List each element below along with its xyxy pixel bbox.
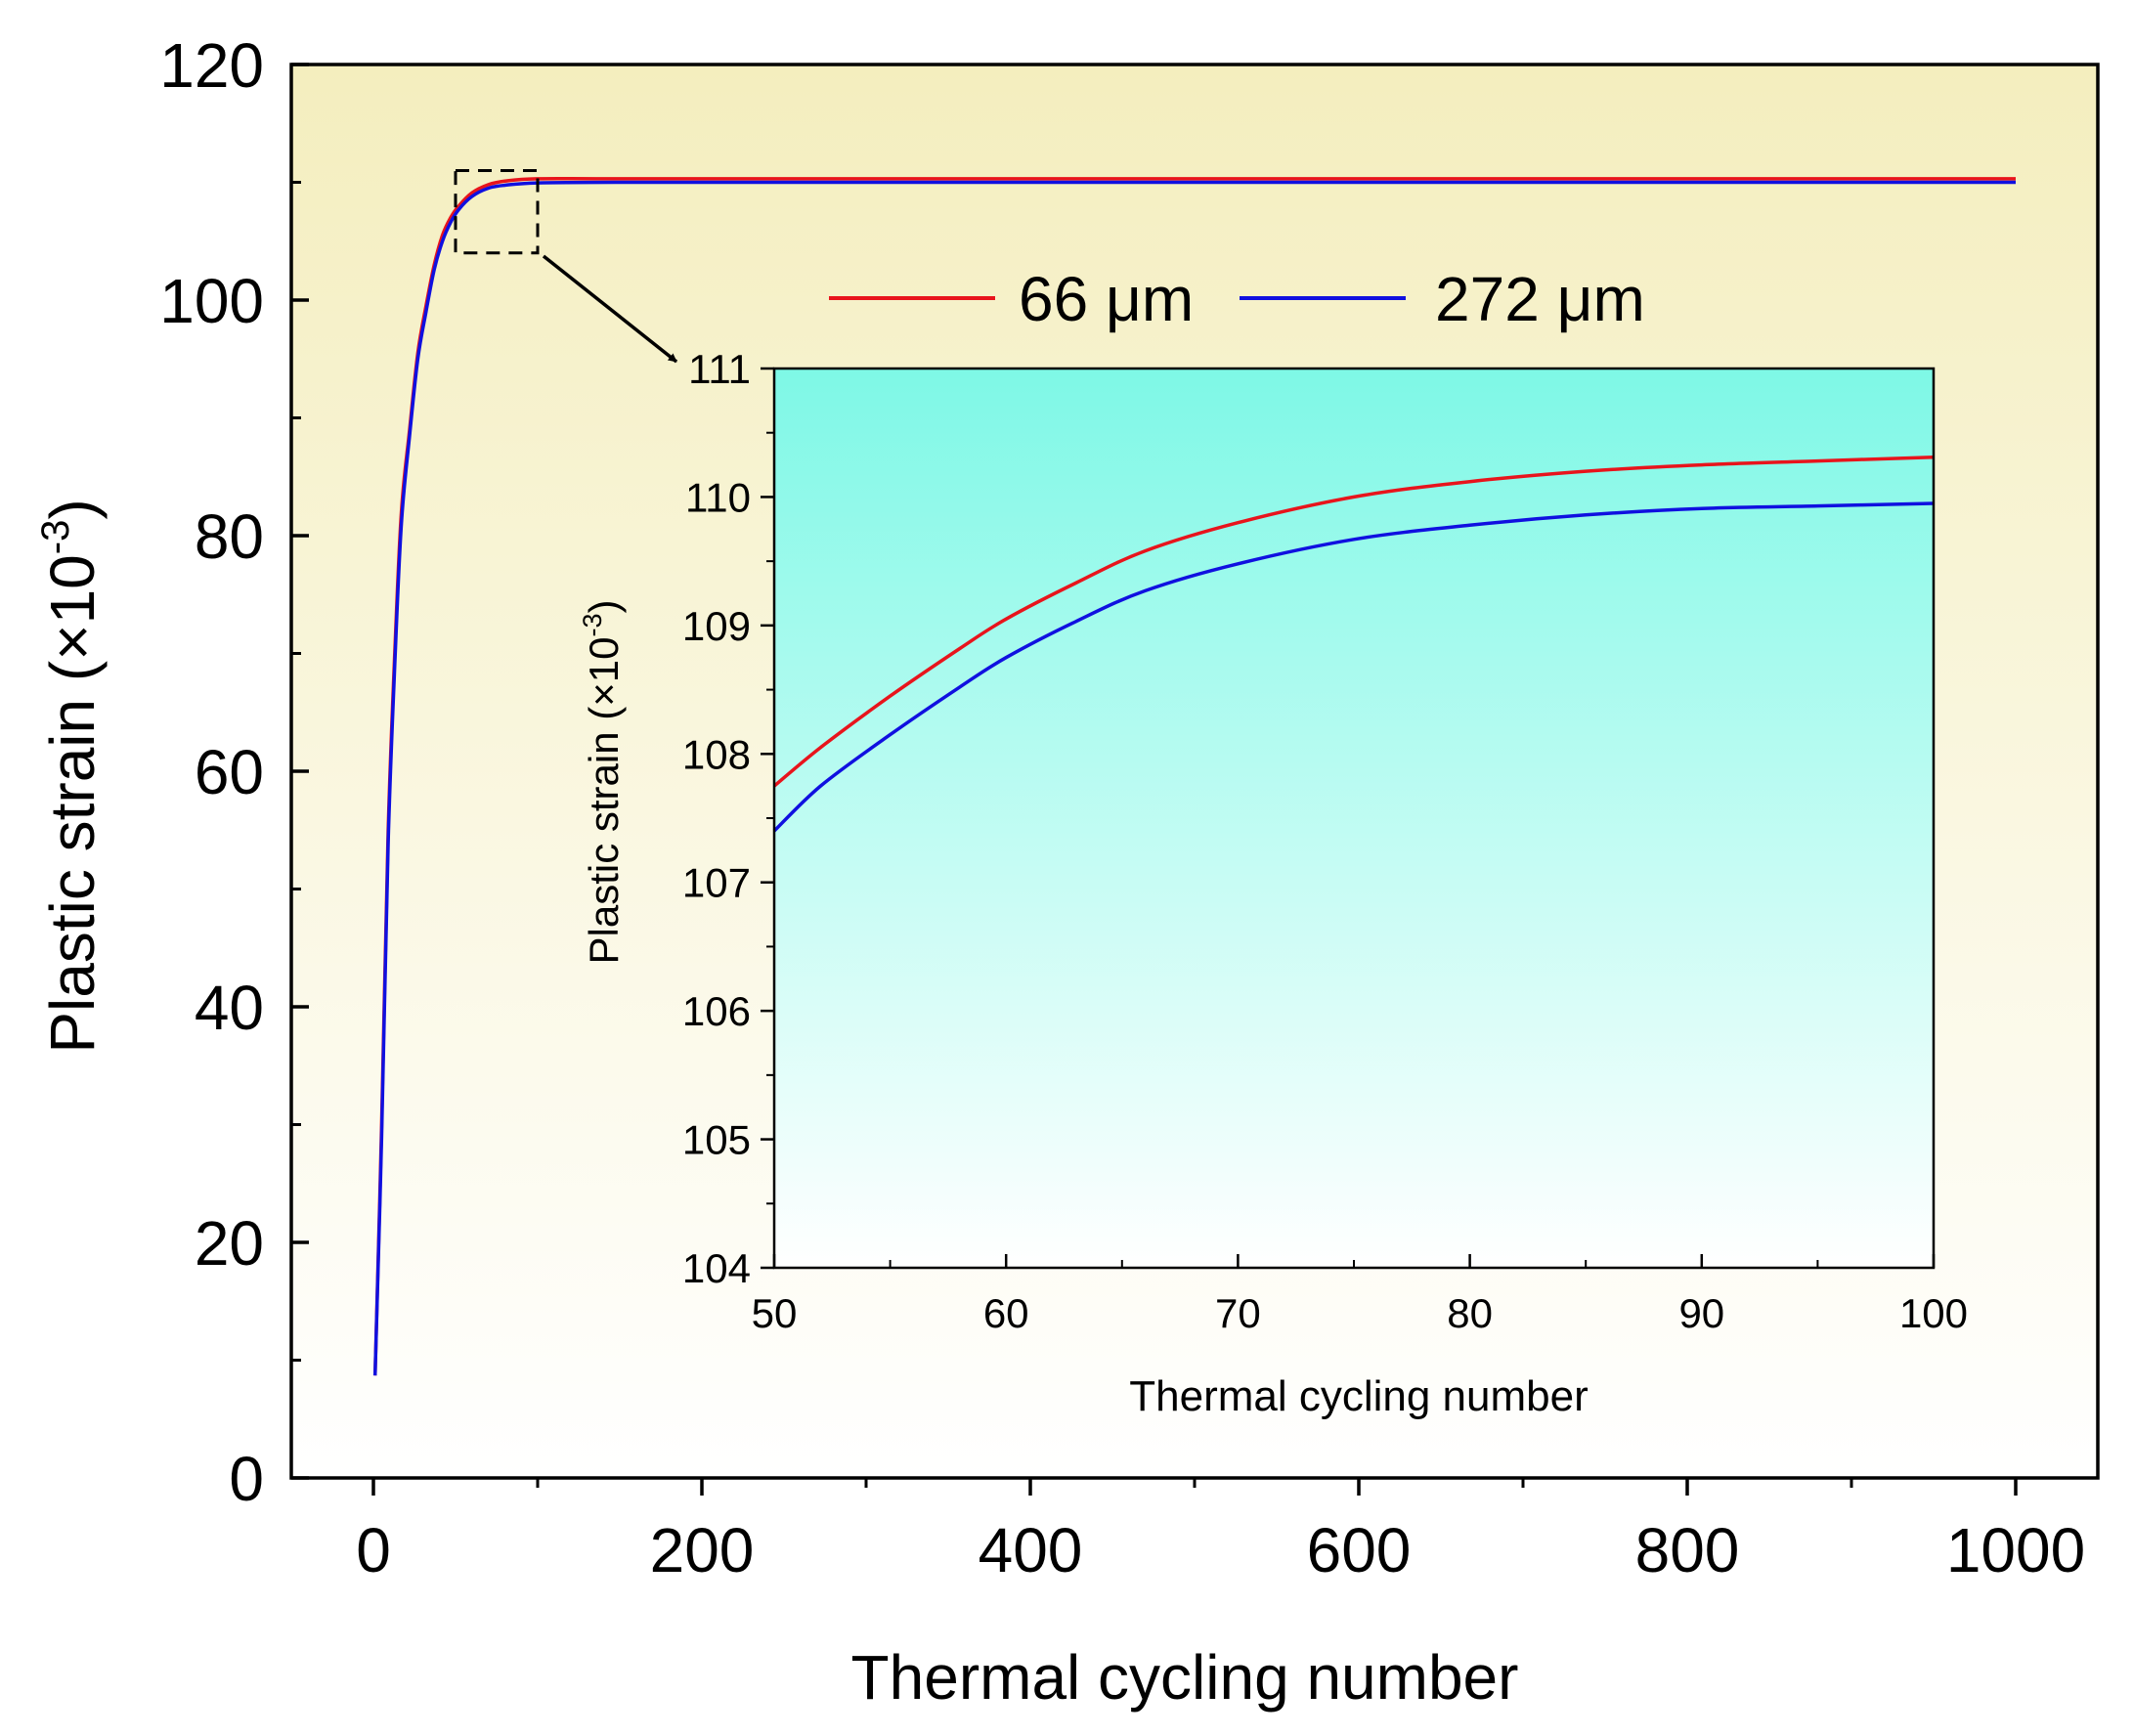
- inset-y-axis-label-main: Plastic strain (×10: [581, 637, 627, 965]
- legend-label-66um: 66 μm: [1019, 264, 1194, 334]
- inset-y-axis-label-close: ): [581, 600, 627, 614]
- inset-series-line-272um: [772, 501, 1935, 833]
- main-y-tick-label-0: 0: [229, 1444, 264, 1514]
- inset-y-axis-label: Plastic strain (×10-3): [578, 600, 627, 965]
- zoom-arrow: [542, 254, 678, 364]
- main-x-tick-label-800: 800: [1635, 1515, 1740, 1585]
- inset-series-lines: [772, 455, 1935, 833]
- inset-x-tick-label-80: 80: [1447, 1290, 1493, 1336]
- inset-y-tick-label-104: 104: [682, 1245, 751, 1291]
- main-x-tick-label-1000: 1000: [1946, 1515, 2085, 1585]
- main-x-tick-label-0: 0: [356, 1515, 391, 1585]
- main-y-tick-label-60: 60: [195, 737, 264, 807]
- main-y-tick-label-80: 80: [195, 501, 264, 572]
- inset-y-tick-label-108: 108: [682, 731, 751, 777]
- inset-x-tick-label-90: 90: [1678, 1290, 1724, 1336]
- inset-y-tick-label-106: 106: [682, 988, 751, 1034]
- inset-x-axis-label: Thermal cycling number: [1129, 1372, 1589, 1420]
- main-x-axis-ticks: 0 200 400 600 800 1000: [356, 1478, 2085, 1585]
- main-x-tick-label-400: 400: [979, 1515, 1083, 1585]
- main-y-tick-label-40: 40: [195, 973, 264, 1043]
- inset-x-axis-ticks: 50 60 70 80 90 100: [752, 1254, 1968, 1336]
- inset-y-tick-label-105: 105: [682, 1117, 751, 1163]
- inset-x-tick-label-100: 100: [1899, 1290, 1968, 1336]
- main-y-tick-label-20: 20: [195, 1208, 264, 1279]
- inset-y-tick-label-109: 109: [682, 603, 751, 649]
- legend-label-272um: 272 μm: [1435, 264, 1645, 334]
- inset-x-tick-label-50: 50: [752, 1290, 798, 1336]
- inset-x-tick-label-70: 70: [1215, 1290, 1261, 1336]
- main-y-axis-label: Plastic strain (×10-3): [34, 499, 108, 1053]
- main-x-tick-label-200: 200: [650, 1515, 755, 1585]
- main-y-axis-ticks: 0 20 40 60 80 100 120: [159, 30, 309, 1514]
- inset-y-tick-label-107: 107: [682, 860, 751, 906]
- inset-plot-background: [774, 369, 1934, 1268]
- main-series-lines: [372, 176, 2016, 1376]
- main-x-tick-label-600: 600: [1307, 1515, 1412, 1585]
- main-y-tick-label-120: 120: [159, 30, 264, 101]
- zoom-region: [454, 168, 540, 255]
- inset-plot: 50 60 70 80 90 100 104 105 106 107 108 109 110 111 T…: [578, 346, 1968, 1420]
- inset-series-line-66um: [772, 455, 1935, 788]
- inset-y-axis-ticks: 104 105 106 107 108 109 110 111: [682, 346, 774, 1291]
- inset-y-tick-label-111: 111: [688, 346, 751, 392]
- main-y-axis-label-main: Plastic strain (×10: [37, 554, 108, 1053]
- inset-y-axis-label-exponent: -3: [578, 614, 607, 637]
- main-x-axis-label: Thermal cycling number: [851, 1642, 1519, 1713]
- main-y-axis-label-close: ): [37, 499, 108, 519]
- inset-y-tick-label-110: 110: [685, 474, 751, 520]
- main-y-tick-label-100: 100: [159, 266, 264, 336]
- main-series-line-272um: [372, 180, 2016, 1376]
- inset-x-tick-label-60: 60: [983, 1290, 1029, 1336]
- legend: 66 μm 272 μm: [829, 264, 1645, 334]
- main-y-axis-label-exponent: -3: [34, 520, 77, 555]
- zoom-box: [454, 168, 540, 255]
